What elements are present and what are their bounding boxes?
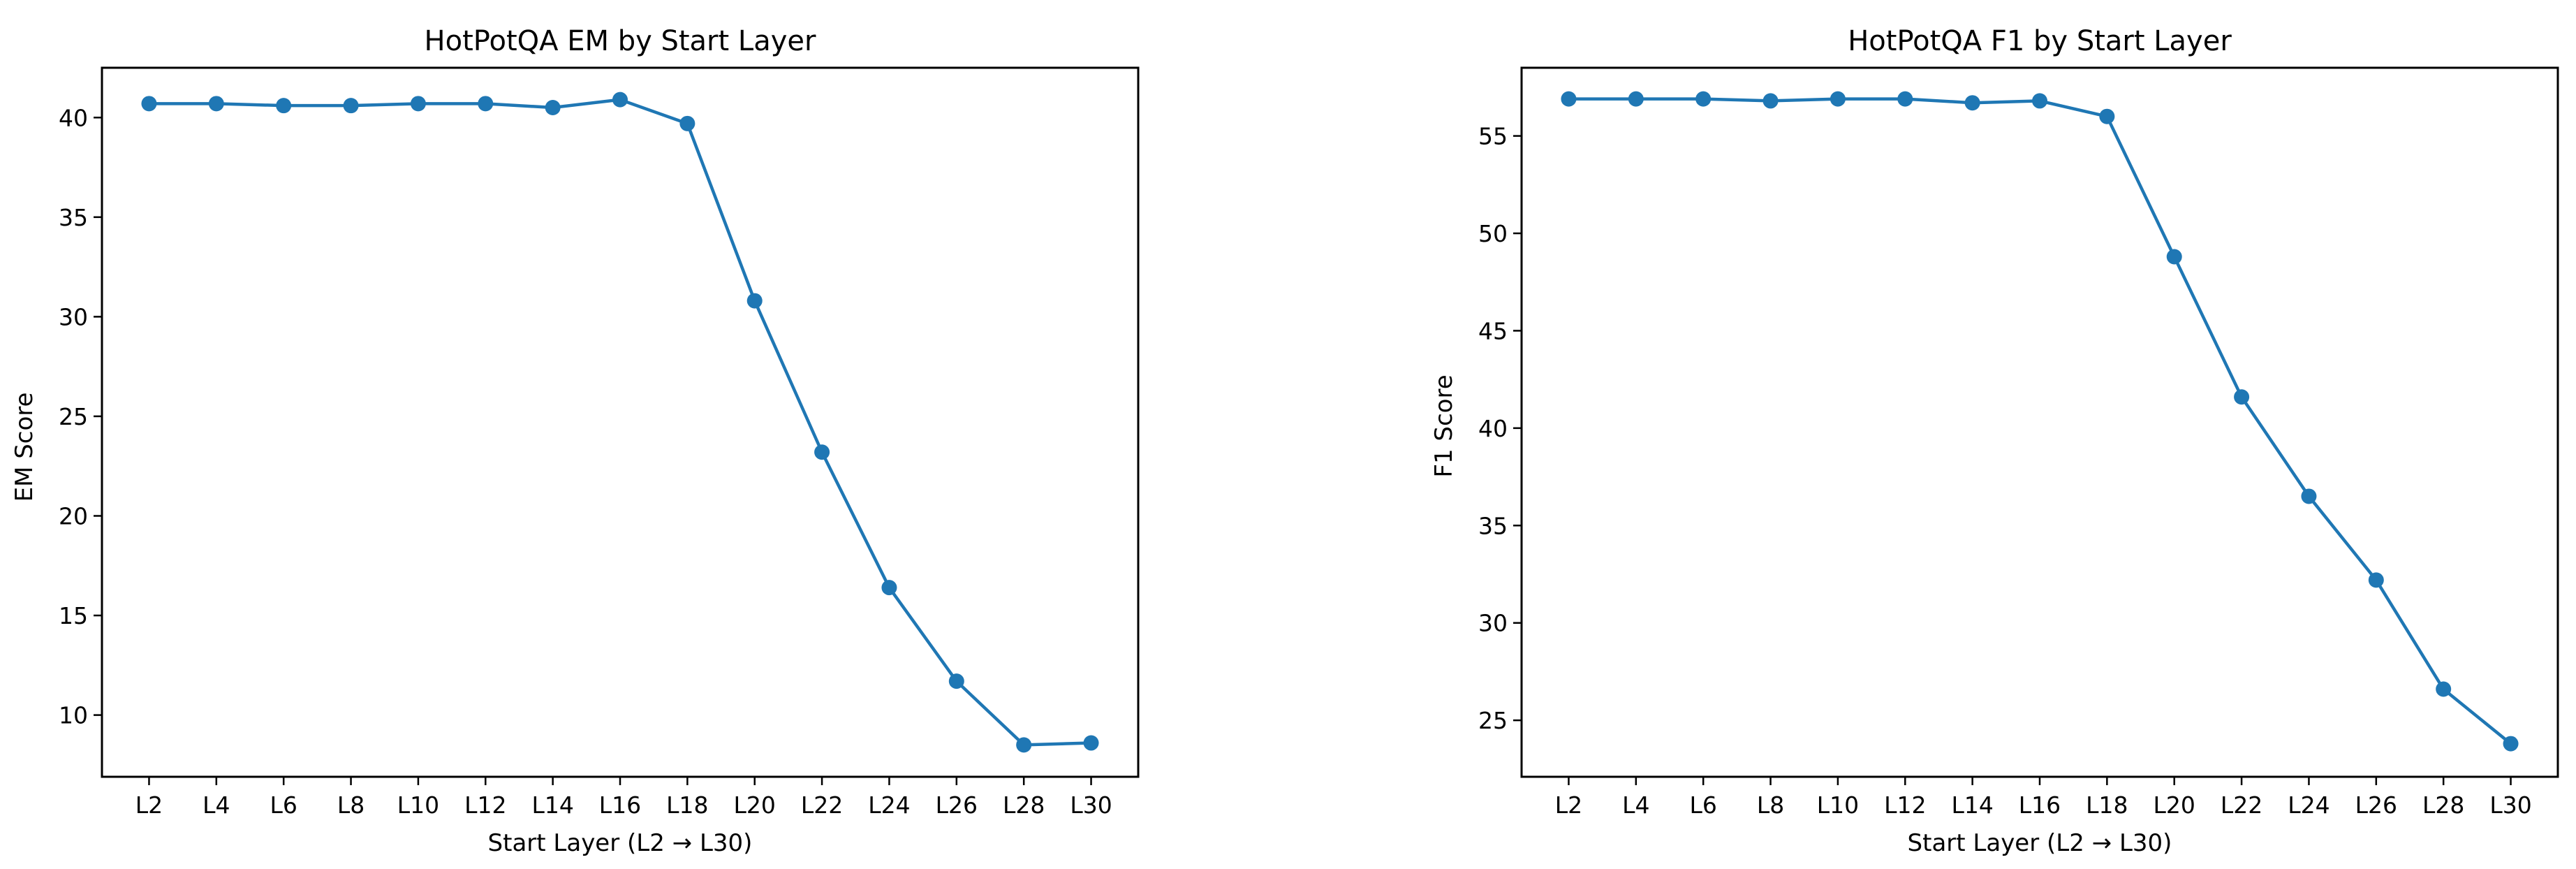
f1-data-point [1762,93,1779,109]
em-x-tick-label: L30 [1070,791,1112,819]
f1-data-point [2166,249,2182,265]
em-y-tick-label: 30 [59,303,88,330]
f1-data-point [1695,91,1712,107]
em-data-point [478,96,494,112]
em-data-point [612,92,628,108]
f1-x-tick-label: L10 [1817,791,1859,819]
em-x-tick-label: L24 [868,791,910,819]
em-data-point [814,444,830,460]
em-y-tick-label: 25 [59,403,88,430]
f1-x-tick-label: L22 [2221,791,2262,819]
em-x-tick-label: L12 [464,791,506,819]
em-data-point [746,293,763,309]
em-data-point [208,96,224,112]
em-y-tick-label: 40 [59,104,88,131]
em-data-point [545,100,561,116]
em-axis-ticks: 10 15 20 25 30 35 40 L2 L4 L6 L8 L10 L12 L14 L16 L18 L20… [59,104,1112,819]
f1-data-point [2301,488,2317,504]
em-x-tick-label: L20 [734,791,776,819]
em-x-tick-label: L16 [599,791,641,819]
f1-data-point [1561,91,1577,107]
f1-x-tick-label: L12 [1884,791,1926,819]
em-data-point [881,580,897,596]
f1-x-tick-label: L16 [2019,791,2061,819]
em-x-tick-label: L18 [666,791,708,819]
em-x-axis-label: Start Layer (L2 → L30) [488,829,753,857]
f1-data-point [2368,572,2384,588]
f1-x-tick-label: L28 [2422,791,2464,819]
f1-x-tick-label: L30 [2489,791,2531,819]
em-data-point [679,115,695,131]
em-chart: HotPotQA EM by Start Layer EM Score Star… [10,25,1140,857]
em-x-tick-label: L22 [801,791,843,819]
f1-x-tick-label: L2 [1555,791,1582,819]
em-data-marks [141,92,1099,753]
em-data-point [948,673,964,689]
f1-x-tick-label: L26 [2355,791,2397,819]
f1-x-axis-label: Start Layer (L2 → L30) [1908,829,2172,857]
f1-data-point [2099,108,2115,124]
f1-x-tick-label: L24 [2288,791,2330,819]
f1-x-tick-label: L14 [1951,791,1993,819]
em-data-point [1083,735,1099,751]
em-data-point [343,98,359,114]
f1-x-tick-label: L20 [2154,791,2195,819]
em-data-point [1016,737,1032,753]
em-data-point [141,96,157,112]
f1-data-point [1964,95,1980,111]
f1-y-tick-label: 25 [1478,707,1508,734]
em-y-axis-label: EM Score [10,393,38,502]
em-data-point [276,98,292,114]
em-y-tick-label: 10 [59,702,88,729]
f1-data-point [2503,736,2519,752]
em-x-tick-label: L8 [337,791,365,819]
f1-x-tick-label: L8 [1757,791,1784,819]
em-y-tick-label: 15 [59,602,88,629]
f1-x-tick-label: L18 [2086,791,2128,819]
f1-data-point [2436,681,2452,697]
em-x-tick-label: L14 [531,791,573,819]
f1-chart: HotPotQA F1 by Start Layer F1 Score Star… [1430,25,2559,857]
f1-y-tick-label: 45 [1478,317,1508,344]
em-x-tick-label: L6 [270,791,297,819]
f1-y-tick-label: 55 [1478,123,1508,150]
f1-y-tick-label: 35 [1478,512,1508,539]
em-chart-title: HotPotQA EM by Start Layer [425,25,816,57]
f1-y-axis-label: F1 Score [1430,374,1458,477]
em-x-tick-label: L2 [135,791,163,819]
em-x-tick-label: L4 [203,791,230,819]
f1-x-tick-label: L6 [1689,791,1716,819]
em-y-tick-label: 35 [59,204,88,231]
em-x-tick-label: L28 [1003,791,1045,819]
f1-y-tick-label: 30 [1478,610,1508,637]
f1-data-point [2032,93,2047,109]
f1-data-marks [1561,91,2519,752]
f1-y-tick-label: 50 [1478,220,1508,247]
f1-axis-ticks: 25 30 35 40 45 50 55 L2 L4 L6 L8 L10 L12 L14 L16 L18 L20… [1478,123,2532,819]
em-x-tick-label: L26 [936,791,978,819]
em-data-point [410,96,426,112]
f1-data-point [1830,91,1846,107]
f1-plot-frame [1520,66,2559,778]
f1-data-point [1628,91,1644,107]
em-plot-frame [101,66,1140,778]
f1-data-point [1897,91,1913,107]
f1-x-tick-label: L4 [1622,791,1649,819]
em-y-tick-label: 20 [59,503,88,530]
f1-data-point [2234,389,2250,405]
em-x-tick-label: L10 [397,791,439,819]
f1-y-tick-label: 40 [1478,415,1508,442]
f1-chart-title: HotPotQA F1 by Start Layer [1848,25,2232,57]
